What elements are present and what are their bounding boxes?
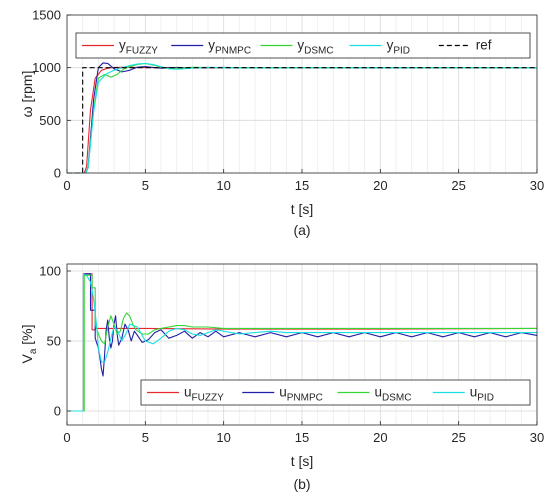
- series-line-ref: [67, 67, 537, 174]
- series-group-b: [67, 273, 538, 412]
- y-axis-label-b-sub: a: [28, 348, 39, 354]
- y-axis-label-a: ω [rpm]: [19, 71, 35, 118]
- x-axis-label-a: t [s]: [291, 201, 314, 217]
- x-tick-label: 30: [530, 178, 544, 193]
- ticks-a: 0 5 10 15 20 25 30 0 500 1000 1500: [32, 8, 544, 194]
- x-tick-label: 10: [216, 178, 230, 193]
- legend-label-sub: PID: [393, 46, 410, 57]
- x-axis-label-b: t [s]: [291, 453, 314, 469]
- series-line-u-pid: [67, 273, 537, 412]
- legend-label: yDSMC: [297, 38, 333, 57]
- legend-label-sub: FUZZY: [192, 393, 225, 404]
- x-tick-label: 10: [216, 430, 230, 445]
- x-tick-label: 15: [295, 178, 309, 193]
- y-tick-label: 500: [39, 113, 61, 128]
- legend-label: uDSMC: [375, 385, 412, 404]
- x-tick-label: 20: [373, 430, 387, 445]
- legend-label: yPNMPC: [208, 38, 251, 57]
- y-axis-label-b: Va [%]: [19, 324, 39, 363]
- x-tick-label: 25: [451, 430, 465, 445]
- x-tick-label: 5: [142, 178, 149, 193]
- legend-label-main: u: [470, 385, 478, 400]
- legend-label-main: u: [375, 385, 383, 400]
- x-tick-label: 30: [530, 430, 544, 445]
- legend-label-main: u: [279, 385, 287, 400]
- series-line-u-dsmc: [67, 274, 537, 412]
- legend-label: uPNMPC: [279, 385, 323, 404]
- legend-a: yFUZZY yPNMPC yDSMC yPID ref: [75, 32, 531, 59]
- legend-label-main: y: [387, 38, 394, 53]
- series-line-u-pnmpc: [67, 273, 538, 412]
- legend-label: yPID: [387, 38, 410, 57]
- legend-label-sub: FUZZY: [126, 46, 159, 57]
- legend-label: uFUZZY: [184, 385, 224, 404]
- x-tick-label: 0: [63, 430, 70, 445]
- legend-label-main: ref: [476, 38, 492, 53]
- legend-box: [140, 379, 531, 406]
- legend-label-main: y: [297, 38, 304, 53]
- y-tick-label: 100: [39, 264, 61, 279]
- x-tick-label: 5: [142, 430, 149, 445]
- legend-b: uFUZZY uPNMPC uDSMC uPID: [140, 379, 531, 406]
- legend-label-sub: PNMPC: [215, 46, 251, 57]
- legend-label: yFUZZY: [119, 38, 158, 57]
- legend-label: uPID: [470, 385, 494, 404]
- y-tick-label: 0: [54, 404, 61, 419]
- legend-label-sub: PID: [477, 393, 494, 404]
- caption-b: (b): [293, 476, 310, 492]
- legend-label-sub: DSMC: [304, 46, 333, 57]
- x-tick-label: 0: [63, 178, 70, 193]
- legend-box: [75, 32, 531, 59]
- x-tick-label: 25: [451, 178, 465, 193]
- legend-label-sub: PNMPC: [287, 393, 323, 404]
- y-tick-label: 50: [47, 334, 61, 349]
- y-tick-label: 1000: [32, 60, 61, 75]
- y-axis-label-b-suffix: [%]: [19, 324, 35, 348]
- legend-label-main: y: [119, 38, 126, 53]
- y-tick-label: 0: [54, 166, 61, 181]
- legend-label-sub: DSMC: [382, 393, 411, 404]
- x-tick-label: 20: [373, 178, 387, 193]
- y-tick-label: 1500: [32, 8, 61, 23]
- x-tick-label: 15: [295, 430, 309, 445]
- legend-label-main: u: [184, 385, 192, 400]
- legend-label-main: y: [208, 38, 215, 53]
- legend-label: ref: [476, 38, 492, 53]
- ticks-b: 0 5 10 15 20 25 30 0 50 100: [39, 264, 544, 446]
- caption-a: (a): [293, 222, 310, 238]
- series-group-a: [67, 62, 538, 174]
- y-axis-label-b-main: V: [19, 354, 35, 364]
